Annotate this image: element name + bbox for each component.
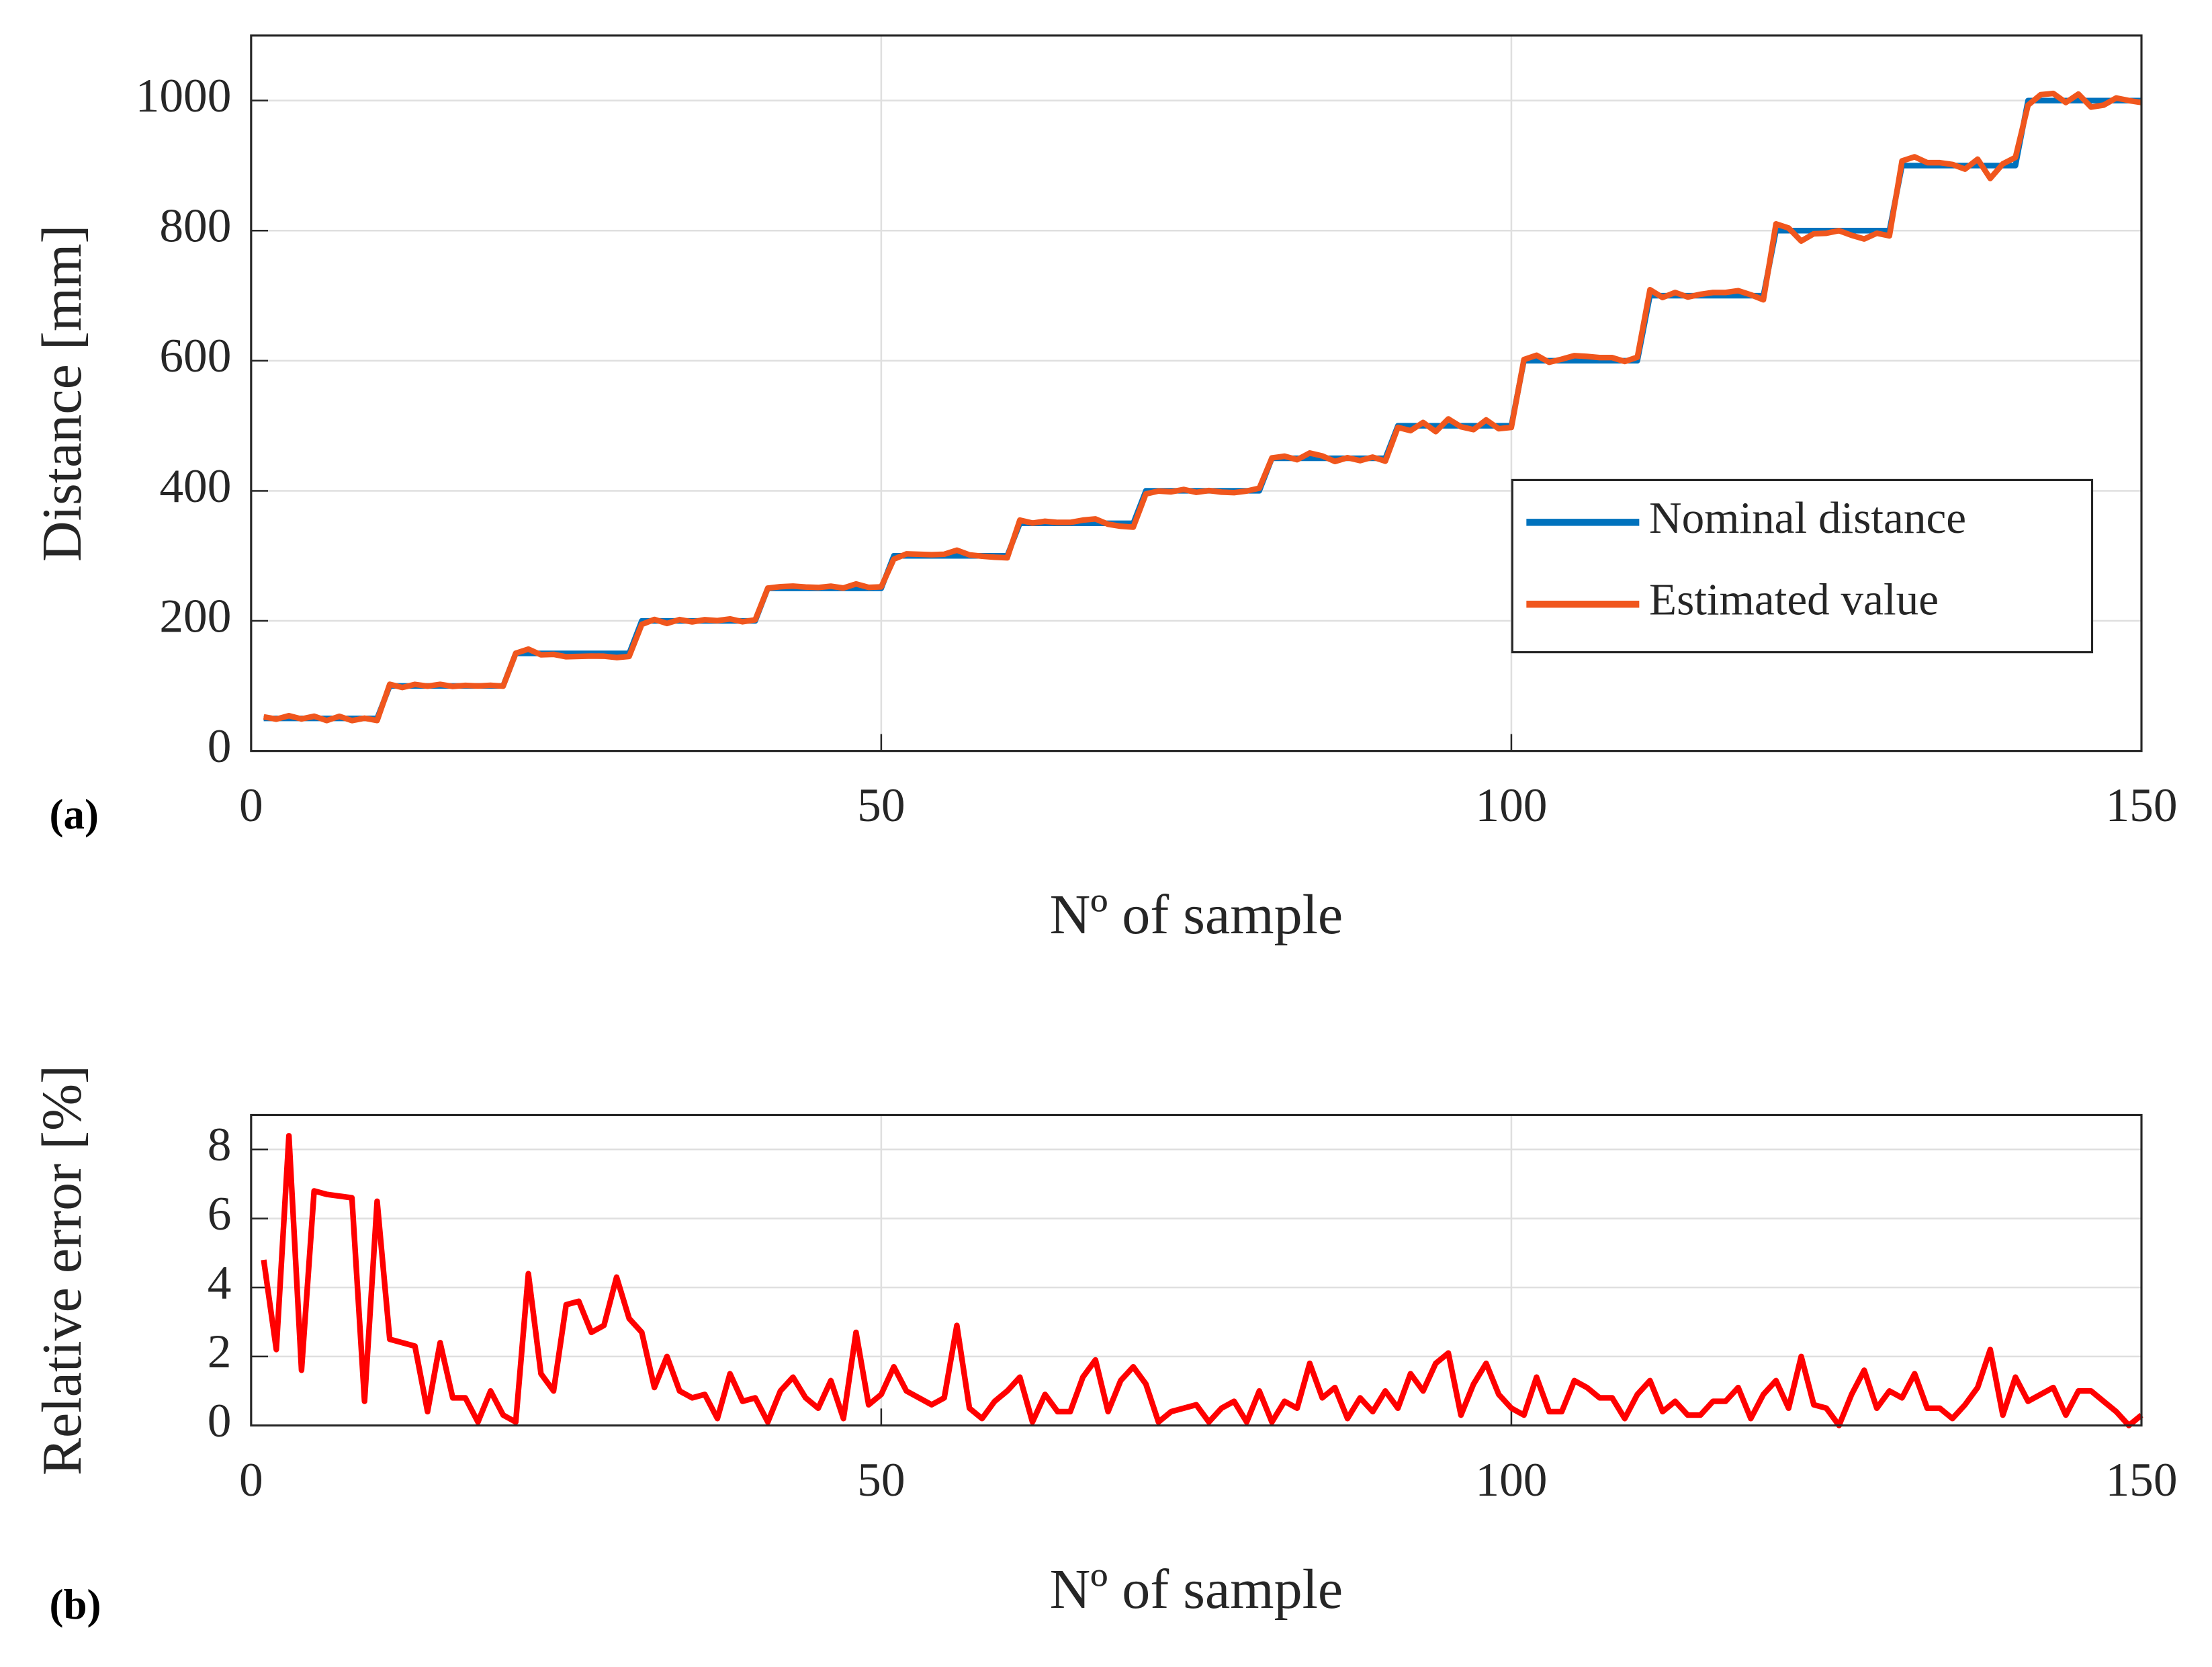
data-line [261,1133,2143,1428]
x-tick-label: 0 [239,1453,263,1506]
y-tick-label: 400 [159,460,231,513]
y-tick-label: 1000 [136,69,232,122]
y-tick-label: 600 [159,329,231,382]
y-tick-label: 2 [208,1325,232,1378]
legend-box [1511,478,2094,654]
y-tick-label: 200 [159,589,231,642]
y-tick-label: 6 [208,1187,232,1240]
axes-box [250,34,2143,753]
x-axis-label: Nº of sample [1050,884,1343,946]
plot-area [251,1115,2141,1426]
y-tick-label: 4 [208,1256,232,1310]
x-tick-label: 100 [1475,1453,1547,1506]
x-axis-label: Nº of sample [1050,1558,1343,1621]
y-axis-label: Distance [mm] [31,225,93,562]
x-tick-label: 0 [239,779,263,832]
legend-label: Nominal distance [1649,493,1966,543]
x-tick-label: 50 [857,779,905,832]
axes-box [250,1113,2143,1427]
y-axis-label: Relative error [%] [31,1065,93,1476]
x-tick-label: 150 [2105,1453,2177,1506]
y-tick-label: 0 [208,1394,232,1447]
x-tick-label: 100 [1475,779,1547,832]
x-tick-label: 150 [2105,779,2177,832]
panel-label: (b) [50,1581,101,1628]
y-tick-label: 800 [159,200,231,253]
y-tick-label: 0 [208,720,232,773]
panel-label: (a) [50,791,99,838]
y-tick-label: 8 [208,1118,232,1171]
legend-label: Estimated value [1649,574,1939,625]
data-line [263,90,2142,724]
x-tick-label: 50 [857,1453,905,1506]
